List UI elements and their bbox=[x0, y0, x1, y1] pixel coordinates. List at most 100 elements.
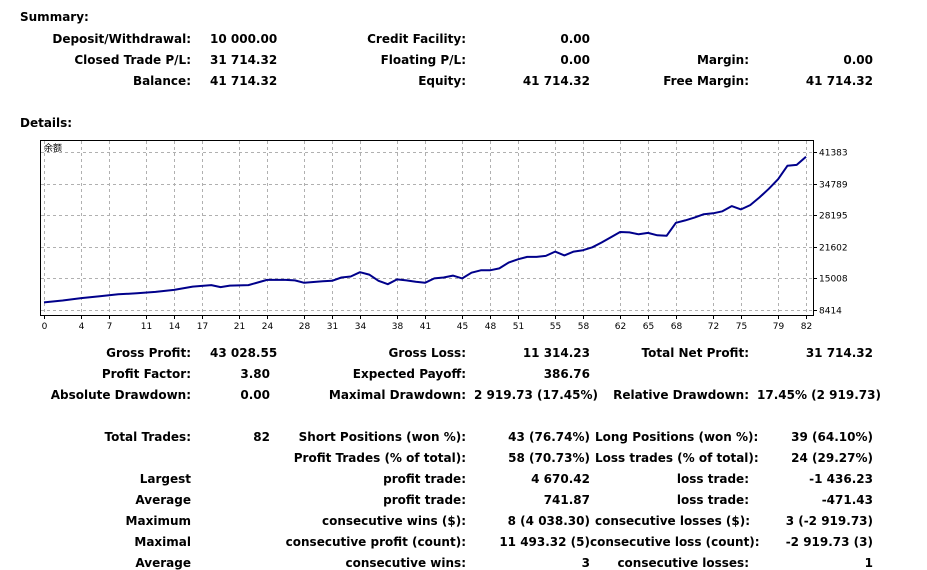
net-profit-value: 31 714.32 bbox=[805, 346, 873, 360]
maximal-drawdown-label: Maximal Drawdown: bbox=[328, 388, 466, 402]
loss-trades-value: 24 (29.27%) bbox=[791, 451, 873, 465]
credit-label: Credit Facility: bbox=[367, 32, 466, 46]
details-heading: Details: bbox=[20, 116, 73, 130]
profit-factor-value: 3.80 bbox=[240, 367, 270, 381]
x-tick-label: 41 bbox=[420, 322, 431, 332]
balance-value: 41 714.32 bbox=[210, 74, 278, 88]
avg-consecutive-losses-value: 1 bbox=[864, 556, 873, 570]
long-positions-value: 39 (64.10%) bbox=[791, 430, 873, 444]
maximal-consecutive-profit-value: 11 493.32 (5) bbox=[499, 535, 590, 549]
x-tick-label: 14 bbox=[169, 322, 181, 332]
x-tick-label: 45 bbox=[457, 322, 468, 332]
y-tick-label: 8414 bbox=[819, 307, 842, 317]
x-tick-label: 24 bbox=[262, 322, 274, 332]
free-margin-value: 41 714.32 bbox=[805, 74, 873, 88]
closed-trade-label: Closed Trade P/L: bbox=[74, 53, 191, 67]
maximal-consecutive-loss-value: -2 919.73 (3) bbox=[785, 535, 873, 549]
floating-label: Floating P/L: bbox=[380, 53, 466, 67]
equity-value: 41 714.32 bbox=[522, 74, 590, 88]
largest-label: Largest bbox=[139, 472, 191, 486]
x-tick-label: 48 bbox=[485, 322, 497, 332]
x-tick-label: 62 bbox=[615, 322, 626, 332]
average-loss-label: loss trade: bbox=[676, 493, 749, 507]
x-tick-label: 58 bbox=[578, 322, 590, 332]
total-trades-label: Total Trades: bbox=[104, 430, 191, 444]
gross-loss-label: Gross Loss: bbox=[388, 346, 466, 360]
maximum-label: Maximum bbox=[125, 514, 191, 528]
average-consecutive-label: Average bbox=[135, 556, 191, 570]
gross-profit-value: 43 028.55 bbox=[210, 346, 278, 360]
x-tick-label: 79 bbox=[773, 322, 785, 332]
plot-frame bbox=[40, 140, 814, 316]
average-profit-value: 741.87 bbox=[543, 493, 590, 507]
x-tick-label: 68 bbox=[671, 322, 683, 332]
loss-trades-label: Loss trades (% of total): bbox=[595, 451, 759, 465]
max-consecutive-losses-label: consecutive losses ($): bbox=[595, 514, 751, 528]
largest-loss-label: loss trade: bbox=[676, 472, 749, 486]
x-tick-label: 55 bbox=[550, 322, 561, 332]
maximal-drawdown-value: 2 919.73 (17.45%) bbox=[474, 388, 598, 402]
profit-trades-value: 58 (70.73%) bbox=[508, 451, 590, 465]
relative-drawdown-label: Relative Drawdown: bbox=[613, 388, 749, 402]
long-positions-label: Long Positions (won %): bbox=[595, 430, 759, 444]
avg-consecutive-losses-label: consecutive losses: bbox=[617, 556, 749, 570]
max-consecutive-losses-value: 3 (-2 919.73) bbox=[785, 514, 873, 528]
short-positions-label: Short Positions (won %): bbox=[298, 430, 466, 444]
maximal-consecutive-profit-label: consecutive profit (count): bbox=[285, 535, 466, 549]
average-label: Average bbox=[135, 493, 191, 507]
closed-trade-value: 31 714.32 bbox=[210, 53, 278, 67]
profit-trades-label: Profit Trades (% of total): bbox=[293, 451, 466, 465]
x-tick-label: 72 bbox=[708, 322, 719, 332]
y-tick-label: 34789 bbox=[819, 181, 848, 191]
maximal-consecutive-loss-label: consecutive loss (count): bbox=[590, 535, 760, 549]
x-tick-label: 51 bbox=[513, 322, 524, 332]
average-loss-value: -471.43 bbox=[821, 493, 873, 507]
x-tick-label: 21 bbox=[234, 322, 245, 332]
summary-heading: Summary: bbox=[20, 10, 89, 24]
x-tick-label: 28 bbox=[299, 322, 311, 332]
relative-drawdown-value: 17.45% (2 919.73) bbox=[757, 388, 881, 402]
x-tick-label: 11 bbox=[141, 322, 152, 332]
equity-label: Equity: bbox=[418, 74, 466, 88]
free-margin-label: Free Margin: bbox=[663, 74, 749, 88]
x-tick-label: 82 bbox=[801, 322, 812, 332]
x-tick-label: 34 bbox=[355, 322, 367, 332]
x-tick-label: 31 bbox=[327, 322, 338, 332]
margin-label: Margin: bbox=[696, 53, 749, 67]
largest-profit-value: 4 670.42 bbox=[531, 472, 590, 486]
x-tick-label: 4 bbox=[79, 322, 85, 332]
average-profit-label: profit trade: bbox=[383, 493, 466, 507]
absolute-drawdown-label: Absolute Drawdown: bbox=[50, 388, 191, 402]
x-tick-label: 38 bbox=[392, 322, 404, 332]
gross-profit-label: Gross Profit: bbox=[106, 346, 191, 360]
y-tick-label: 21602 bbox=[819, 244, 848, 254]
short-positions-value: 43 (76.74%) bbox=[508, 430, 590, 444]
balance-chart-svg: 41383 34789 28195 21602 15008 8414 0 4 7 11 14 17 21… bbox=[40, 140, 848, 332]
expected-payoff-label: Expected Payoff: bbox=[352, 367, 466, 381]
deposit-value: 10 000.00 bbox=[210, 32, 278, 46]
max-consecutive-wins-label: consecutive wins ($): bbox=[321, 514, 466, 528]
total-trades-value: 82 bbox=[253, 430, 270, 444]
balance-label: Balance: bbox=[132, 74, 191, 88]
x-tick-label: 75 bbox=[736, 322, 747, 332]
avg-consecutive-wins-value: 3 bbox=[581, 556, 590, 570]
y-tick-label: 41383 bbox=[819, 149, 848, 159]
x-tick-label: 0 bbox=[42, 322, 48, 332]
profit-factor-label: Profit Factor: bbox=[101, 367, 191, 381]
max-consecutive-wins-value: 8 (4 038.30) bbox=[507, 514, 590, 528]
expected-payoff-value: 386.76 bbox=[543, 367, 590, 381]
x-tick-label: 7 bbox=[107, 322, 113, 332]
margin-value: 0.00 bbox=[843, 53, 873, 67]
deposit-label: Deposit/Withdrawal: bbox=[52, 32, 191, 46]
net-profit-label: Total Net Profit: bbox=[641, 346, 749, 360]
maximal-label: Maximal bbox=[134, 535, 191, 549]
x-tick-label: 17 bbox=[197, 322, 208, 332]
x-tick-label: 65 bbox=[643, 322, 654, 332]
avg-consecutive-wins-label: consecutive wins: bbox=[345, 556, 466, 570]
balance-line bbox=[43, 155, 807, 304]
credit-value: 0.00 bbox=[560, 32, 590, 46]
gross-loss-value: 11 314.23 bbox=[522, 346, 590, 360]
y-tick-label: 15008 bbox=[819, 275, 848, 285]
balance-chart: 41383 34789 28195 21602 15008 8414 0 4 7 11 14 17 21… bbox=[40, 140, 870, 332]
floating-value: 0.00 bbox=[560, 53, 590, 67]
